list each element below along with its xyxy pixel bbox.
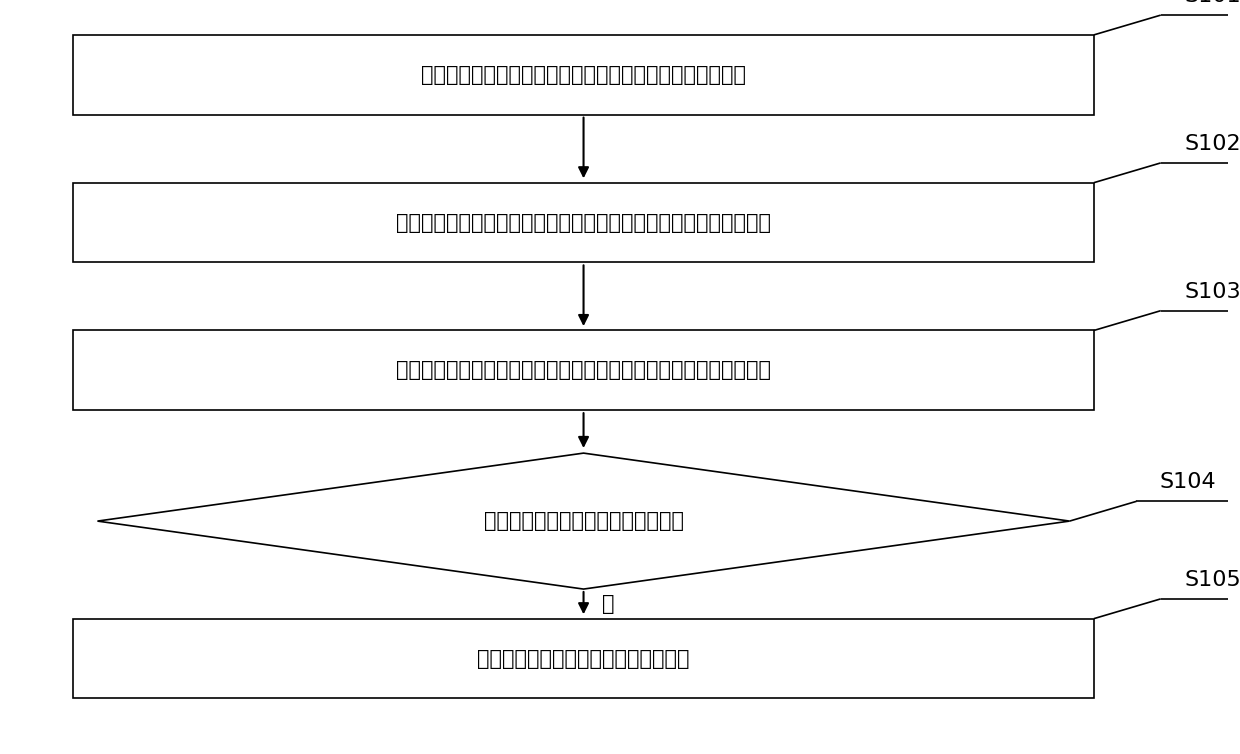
Bar [73, 35, 1094, 115]
Text: 是: 是 [601, 594, 614, 614]
Text: S104: S104 [1159, 473, 1216, 492]
Text: S101: S101 [1184, 0, 1240, 6]
Text: 判断所述灰度差值是否大于预设阈值: 判断所述灰度差值是否大于预设阈值 [484, 511, 683, 531]
Text: S105: S105 [1184, 570, 1240, 590]
Bar [73, 330, 1094, 410]
Bar [73, 618, 1094, 698]
Bar [73, 182, 1094, 262]
Polygon shape [98, 453, 1070, 589]
Text: 将所述可见光图像输入预先训练好的神经网络，输出转化后红外图像: 将所述可见光图像输入预先训练好的神经网络，输出转化后红外图像 [396, 213, 771, 232]
Text: S102: S102 [1184, 134, 1240, 154]
Text: 分别获取所述转化后红外图像与所述红外图像中同一区域的灰度差值: 分别获取所述转化后红外图像与所述红外图像中同一区域的灰度差值 [396, 360, 771, 380]
Text: 确定所述灰度差值对应的区域存在异常: 确定所述灰度差值对应的区域存在异常 [477, 648, 689, 669]
Text: 获取图像显示内容一致且同步采集的可见光图像和红外图像: 获取图像显示内容一致且同步采集的可见光图像和红外图像 [422, 65, 746, 84]
Text: S103: S103 [1184, 282, 1240, 302]
